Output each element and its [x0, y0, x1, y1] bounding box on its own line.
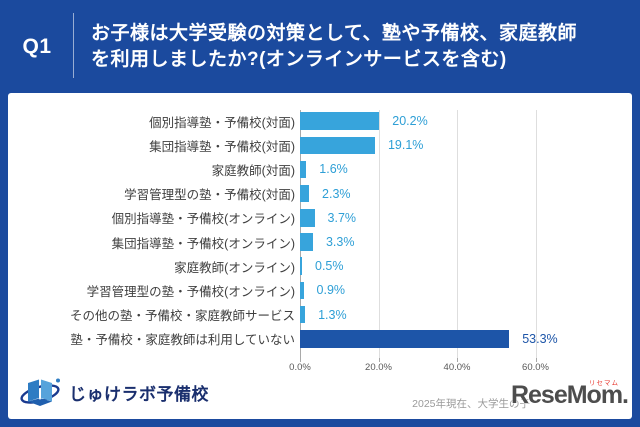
category-label: 家庭教師(オンライン) — [174, 260, 295, 275]
gridline — [378, 110, 380, 358]
tick-mark — [535, 358, 537, 362]
resemom-wordmark: ReseMom. — [510, 381, 629, 409]
chart-row: 集団指導塾・予備校(対面) 19.1% — [8, 133, 632, 157]
tick-mark — [378, 358, 380, 362]
bar — [300, 281, 304, 300]
bar — [300, 233, 313, 251]
gridline — [457, 110, 458, 358]
bar-track: 0.9% — [300, 281, 632, 300]
resemom-logo: リセマム ReseMom. — [510, 380, 629, 410]
bar — [300, 209, 315, 227]
gridline — [535, 110, 537, 358]
value-label: 2.3% — [322, 186, 351, 201]
category-label: その他の塾・予備校・家庭教師サービス — [69, 309, 295, 324]
category-label: 学習管理型の塾・予備校(オンライン) — [86, 284, 295, 299]
question-header: Q1 お子様は大学受験の対策として、塾や予備校、家庭教師 を利用しましたか?(オ… — [0, 0, 640, 93]
category-label: 家庭教師(対面) — [211, 163, 295, 178]
category-label: 学習管理型の塾・予備校(対面) — [124, 188, 295, 203]
bar — [300, 160, 307, 179]
value-label: 53.3% — [522, 331, 558, 346]
chart-row: 集団指導塾・予備校(オンライン) 3.3% — [8, 230, 632, 254]
bar — [300, 112, 380, 130]
bar-track: 1.3% — [300, 305, 632, 324]
tick-mark — [457, 358, 458, 362]
question-text: お子様は大学受験の対策として、塾や予備校、家庭教師 を利用しましたか?(オンライ… — [91, 21, 577, 73]
bar-rows: 個別指導塾・予備校(対面) 20.2% 集団指導塾・予備校(対面) 19.1% 家庭教師… — [8, 109, 632, 351]
survey-note: 2025年現在、大学生の子 — [412, 398, 530, 410]
chart-row: 個別指導塾・予備校(対面) 20.2% — [8, 109, 632, 133]
bar-track: 19.1% — [300, 136, 632, 155]
bar-track: 20.2% — [300, 112, 632, 130]
bar-track: 0.5% — [300, 257, 632, 275]
value-label: 0.5% — [315, 259, 344, 274]
jukelab-logo: じゅけラボ予備校 — [20, 374, 209, 410]
category-label: 集団指導塾・予備校(対面) — [149, 139, 295, 154]
chart-row: 塾・予備校・家庭教師は利用していない 53.3% — [8, 327, 632, 351]
resemom-furigana: リセマム — [589, 380, 619, 387]
x-tick-label: 40.0% — [443, 362, 471, 373]
value-label: 0.9% — [316, 283, 346, 298]
bar-track: 3.3% — [300, 233, 632, 251]
question-line-2: を利用しましたか?(オンラインサービスを含む) — [91, 48, 507, 70]
bar-track: 3.7% — [300, 209, 632, 227]
x-tick-label: 60.0% — [522, 362, 549, 373]
header-divider — [73, 13, 74, 78]
chart-row: その他の塾・予備校・家庭教師サービス 1.3% — [8, 303, 632, 327]
x-tick-label: 0.0% — [289, 362, 311, 373]
chart-row: 学習管理型の塾・予備校(オンライン) 0.9% — [8, 278, 632, 302]
chart-panel: 個別指導塾・予備校(対面) 20.2% 集団指導塾・予備校(対面) 19.1% 家庭教師… — [8, 93, 632, 419]
tick-mark — [300, 358, 301, 362]
value-label: 3.7% — [327, 210, 357, 225]
question-line-1: お子様は大学受験の対策として、塾や予備校、家庭教師 — [91, 22, 577, 44]
bar-track: 2.3% — [300, 184, 632, 203]
category-label: 個別指導塾・予備校(対面) — [149, 115, 295, 130]
bar-track: 1.6% — [300, 160, 632, 179]
x-tick-label: 20.0% — [365, 362, 392, 373]
bar — [300, 136, 375, 155]
bar — [300, 184, 310, 203]
jukelab-book-icon — [20, 378, 60, 406]
value-label: 20.2% — [392, 114, 428, 129]
bar — [300, 305, 306, 324]
category-label: 集団指導塾・予備校(オンライン) — [111, 236, 295, 251]
value-label: 1.3% — [318, 307, 347, 322]
value-label: 19.1% — [387, 138, 424, 153]
jukelab-logo-text: じゅけラボ予備校 — [69, 384, 209, 404]
chart-row: 学習管理型の塾・予備校(対面) 2.3% — [8, 182, 632, 206]
category-label: 塾・予備校・家庭教師は利用していない — [70, 333, 295, 348]
category-label: 個別指導塾・予備校(オンライン) — [111, 212, 295, 227]
chart-row: 家庭教師(対面) 1.6% — [8, 157, 632, 181]
chart-row: 個別指導塾・予備校(オンライン) 3.7% — [8, 206, 632, 230]
value-label: 3.3% — [325, 235, 355, 250]
bar — [300, 330, 510, 348]
value-label: 1.6% — [319, 162, 348, 177]
bar — [300, 257, 302, 275]
bar-track: 53.3% — [300, 330, 632, 348]
bar-chart: 個別指導塾・予備校(対面) 20.2% 集団指導塾・予備校(対面) 19.1% 家庭教師… — [8, 93, 632, 419]
chart-row: 家庭教師(オンライン) 0.5% — [8, 254, 632, 278]
question-number: Q1 — [22, 34, 52, 58]
